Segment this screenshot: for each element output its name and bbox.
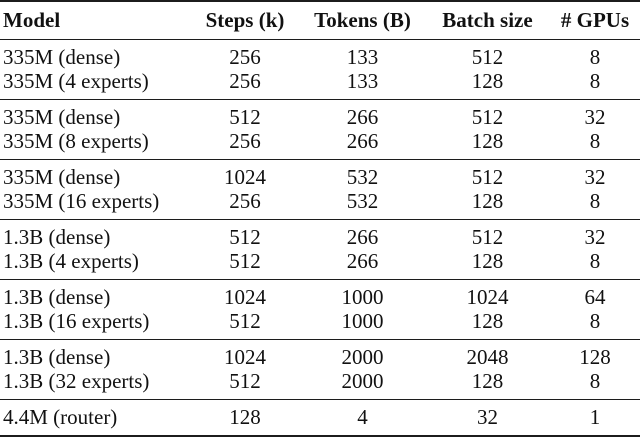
cell-steps: 512 <box>229 249 261 273</box>
cell-gpus: 8 <box>589 189 601 213</box>
table-group: 335M (dense) 256 133 512 8 335M (4 experts) 25… <box>0 40 640 100</box>
table-row: 335M (dense) 1024 532 512 32 <box>0 160 640 190</box>
cell-tokens: 133 <box>346 69 379 93</box>
table-row: 335M (16 experts) 256 532 128 8 <box>0 189 640 220</box>
cell-model: 1.3B (4 experts) <box>3 249 139 273</box>
table-group: 335M (dense) 512 266 512 32 335M (8 experts) 2… <box>0 100 640 160</box>
cell-batch-size: 128 <box>471 249 504 273</box>
cell-model: 1.3B (dense) <box>3 225 111 249</box>
cell-gpus: 32 <box>584 165 606 189</box>
cell-batch-size: 32 <box>477 405 498 429</box>
cell-model: 335M (16 experts) <box>3 189 160 213</box>
cell-batch-size: 128 <box>471 69 504 93</box>
cell-steps: 512 <box>229 225 261 249</box>
column-header-tokens: Tokens (B) <box>300 1 425 40</box>
cell-batch-size: 1024 <box>466 285 509 309</box>
cell-gpus: 64 <box>584 285 606 309</box>
column-header-model: Model <box>0 1 190 40</box>
cell-batch-size: 128 <box>471 369 504 393</box>
cell-batch-size: 512 <box>471 45 504 69</box>
cell-gpus: 32 <box>584 225 606 249</box>
cell-steps: 1024 <box>224 345 266 369</box>
cell-tokens: 266 <box>346 225 379 249</box>
cell-steps: 512 <box>229 369 261 393</box>
column-header-gpus: # GPUs <box>550 1 640 40</box>
cell-batch-size: 128 <box>471 309 504 333</box>
cell-model: 4.4M (router) <box>3 405 118 429</box>
table-row: 335M (4 experts) 256 133 128 8 <box>0 69 640 100</box>
table-row: 335M (8 experts) 256 266 128 8 <box>0 129 640 160</box>
header-row: Model Steps (k) Tokens (B) Batch size # … <box>0 1 640 40</box>
table-row: 335M (dense) 256 133 512 8 <box>0 40 640 70</box>
cell-tokens: 4 <box>357 405 368 429</box>
table-group: 4.4M (router) 128 4 32 1 <box>0 400 640 437</box>
cell-tokens: 1000 <box>341 285 384 309</box>
cell-model: 1.3B (16 experts) <box>3 309 150 333</box>
cell-model: 335M (dense) <box>3 165 121 189</box>
column-header-steps: Steps (k) <box>190 1 300 40</box>
cell-model: 335M (4 experts) <box>3 69 149 93</box>
cell-steps: 256 <box>229 45 261 69</box>
cell-steps: 1024 <box>224 285 266 309</box>
cell-steps: 256 <box>229 189 261 213</box>
cell-tokens: 1000 <box>341 309 384 333</box>
cell-gpus: 8 <box>589 69 601 93</box>
cell-batch-size: 512 <box>471 225 504 249</box>
cell-gpus: 8 <box>589 369 601 393</box>
table-row: 1.3B (4 experts) 512 266 128 8 <box>0 249 640 280</box>
cell-gpus: 8 <box>589 309 601 333</box>
cell-model: 335M (dense) <box>3 45 121 69</box>
column-header-batch-size: Batch size <box>425 1 550 40</box>
cell-batch-size: 128 <box>471 189 504 213</box>
cell-batch-size: 128 <box>471 129 504 153</box>
cell-gpus: 8 <box>589 249 601 273</box>
cell-model: 1.3B (dense) <box>3 285 111 309</box>
cell-batch-size: 2048 <box>466 345 509 369</box>
cell-tokens: 266 <box>346 129 379 153</box>
table-row: 335M (dense) 512 266 512 32 <box>0 100 640 130</box>
cell-steps: 256 <box>229 69 261 93</box>
cell-gpus: 128 <box>579 345 611 369</box>
cell-gpus: 8 <box>589 45 601 69</box>
cell-tokens: 133 <box>346 45 379 69</box>
table-group: 335M (dense) 1024 532 512 32 335M (16 experts… <box>0 160 640 220</box>
cell-gpus: 8 <box>589 129 601 153</box>
cell-batch-size: 512 <box>471 165 504 189</box>
table-group: 1.3B (dense) 512 266 512 32 1.3B (4 experts) 5… <box>0 220 640 280</box>
cell-steps: 256 <box>229 129 261 153</box>
cell-tokens: 266 <box>346 249 379 273</box>
table-row: 1.3B (32 experts) 512 2000 128 8 <box>0 369 640 400</box>
cell-steps: 512 <box>229 105 261 129</box>
table-row: 1.3B (16 experts) 512 1000 128 8 <box>0 309 640 340</box>
cell-model: 335M (dense) <box>3 105 121 129</box>
table-group: 1.3B (dense) 1024 2000 2048 128 1.3B (32 expe… <box>0 340 640 400</box>
table-row: 4.4M (router) 128 4 32 1 <box>0 400 640 437</box>
cell-gpus: 32 <box>584 105 606 129</box>
cell-tokens: 2000 <box>341 369 384 393</box>
cell-steps: 512 <box>229 309 261 333</box>
cell-tokens: 2000 <box>341 345 384 369</box>
cell-model: 335M (8 experts) <box>3 129 149 153</box>
cell-batch-size: 512 <box>471 105 504 129</box>
cell-steps: 1024 <box>224 165 266 189</box>
cell-tokens: 532 <box>346 165 379 189</box>
cell-gpus: 1 <box>589 405 601 429</box>
cell-tokens: 266 <box>346 105 379 129</box>
table-row: 1.3B (dense) 1024 1000 1024 64 <box>0 280 640 310</box>
cell-steps: 128 <box>229 405 261 429</box>
cell-model: 1.3B (dense) <box>3 345 111 369</box>
cell-tokens: 532 <box>346 189 379 213</box>
cell-model: 1.3B (32 experts) <box>3 369 150 393</box>
table-group: 1.3B (dense) 1024 1000 1024 64 1.3B (16 exper… <box>0 280 640 340</box>
table-header: Model Steps (k) Tokens (B) Batch size # … <box>0 1 640 40</box>
table-row: 1.3B (dense) 1024 2000 2048 128 <box>0 340 640 370</box>
table-row: 1.3B (dense) 512 266 512 32 <box>0 220 640 250</box>
